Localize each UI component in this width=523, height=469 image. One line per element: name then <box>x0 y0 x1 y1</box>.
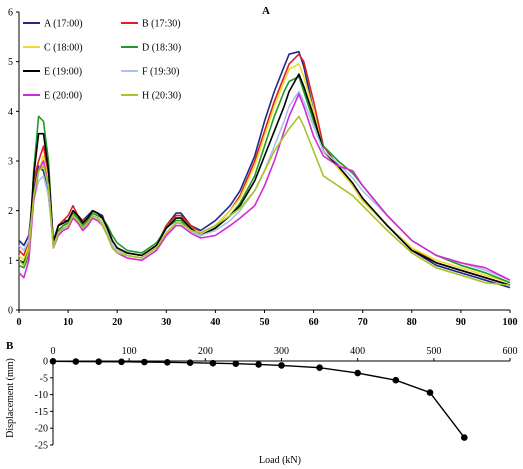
panel-a-x-tick-label: 70 <box>358 317 368 328</box>
panel-b-x-tick-label: 500 <box>426 346 441 357</box>
panel-b-y-tick-label: -20 <box>35 424 48 435</box>
legend-label-e-20-00-6: E (20:00) <box>44 91 82 102</box>
panel-b-y-tick-label: 0 <box>43 357 48 368</box>
series-line-e-20-00-6 <box>18 93 511 281</box>
panel-a-x-tick-label: 10 <box>63 317 73 328</box>
panel-b-x-tick-label: 300 <box>274 346 289 357</box>
displacement-point-8 <box>232 360 240 368</box>
panel-a-x-tick-label: 50 <box>260 317 270 328</box>
panel-a-y-tick-label: 2 <box>8 206 13 217</box>
panel-a-legend: A (17:00) B (17:30) C (18:00) D (18:30) E (1… <box>23 19 181 102</box>
panel-a-y-tick-label: 3 <box>8 157 13 168</box>
panel-a-x-tick-label: 30 <box>161 317 171 328</box>
displacement-point-12 <box>354 369 362 377</box>
displacement-point-14 <box>426 389 434 396</box>
panel-b-x-axis-title: Load (kN) <box>259 455 301 466</box>
displacement-point-9 <box>255 361 262 368</box>
legend-label-h-20-30-7: H (20:30) <box>142 91 181 102</box>
displacement-point-2 <box>95 358 102 366</box>
displacement-point-10 <box>278 362 285 369</box>
series-line-c-18-00-2 <box>18 63 511 284</box>
panel-b-y-tick-label: -5 <box>40 373 48 384</box>
panel-a-x-tick-label: 60 <box>309 317 319 328</box>
panel-a-y-tick-label: 0 <box>8 306 13 317</box>
panel-b: B 0 100 200 300 400 500 600 0 -5 -10 -15 -20 -25 Loa… <box>5 340 518 466</box>
panel-a-x-tick-label: 40 <box>210 317 220 328</box>
panel-b-x-tick-label: 100 <box>122 346 137 357</box>
legend-label-d-18-30-3: D (18:30) <box>142 43 181 54</box>
panel-b-y-tick-label: -15 <box>35 407 48 418</box>
displacement-point-6 <box>186 359 194 367</box>
panel-b-series <box>49 358 468 441</box>
panel-b-x-tick-label: 0 <box>51 346 56 357</box>
displacement-point-1 <box>72 358 80 365</box>
panel-b-y-tick-label: -25 <box>35 441 48 452</box>
panel-b-x-tick-label: 600 <box>503 346 518 357</box>
panel-a-y-tick-label: 5 <box>8 57 13 68</box>
panel-b-axes <box>52 360 510 445</box>
panel-b-label: B <box>6 340 14 352</box>
legend-label-f-19-30-5: F (19:30) <box>142 67 180 78</box>
panel-a-series <box>18 50 511 289</box>
panel-b-y-axis-title: Displacement (mm) <box>5 358 16 438</box>
panel-b-ticks: 0 100 200 300 400 500 600 0 -5 -10 -15 -20 -25 <box>35 346 518 452</box>
legend-label-c-18-00-2: C (18:00) <box>44 43 83 54</box>
displacement-point-4 <box>141 358 148 366</box>
panel-a-x-tick-label: 20 <box>112 317 122 328</box>
displacement-point-3 <box>118 358 125 366</box>
displacement-point-5 <box>164 359 171 366</box>
panel-a-x-tick-label: 0 <box>17 317 22 328</box>
panel-b-x-tick-label: 200 <box>198 346 213 357</box>
panel-a-y-tick-label: 6 <box>8 8 13 19</box>
panel-a-x-tick-label: 90 <box>456 317 466 328</box>
panel-a-label: A <box>262 5 270 17</box>
displacement-point-7 <box>209 359 217 367</box>
legend-label-a-17-00-0: A (17:00) <box>44 19 83 30</box>
panel-b-y-tick-label: -10 <box>35 390 48 401</box>
legend-label-e-19-00-4: E (19:00) <box>44 67 82 78</box>
series-line-h-20-30-7 <box>18 115 511 286</box>
series-line-d-18-30-3 <box>18 75 511 284</box>
panel-a-x-tick-label: 100 <box>503 317 518 328</box>
panel-b-x-tick-label: 400 <box>350 346 365 357</box>
series-line-e-19-00-4 <box>18 73 511 286</box>
displacement-point-11 <box>316 364 323 372</box>
panel-a-x-tick-label: 80 <box>407 317 417 328</box>
panel-a-y-tick-label: 1 <box>8 256 13 267</box>
legend-label-b-17-30-1: B (17:30) <box>142 19 181 30</box>
displacement-point-13 <box>392 376 400 384</box>
displacement-point-15 <box>461 434 468 441</box>
panel-a-y-tick-label: 4 <box>8 107 13 118</box>
displacement-line <box>52 360 465 439</box>
displacement-point-0 <box>49 358 57 365</box>
